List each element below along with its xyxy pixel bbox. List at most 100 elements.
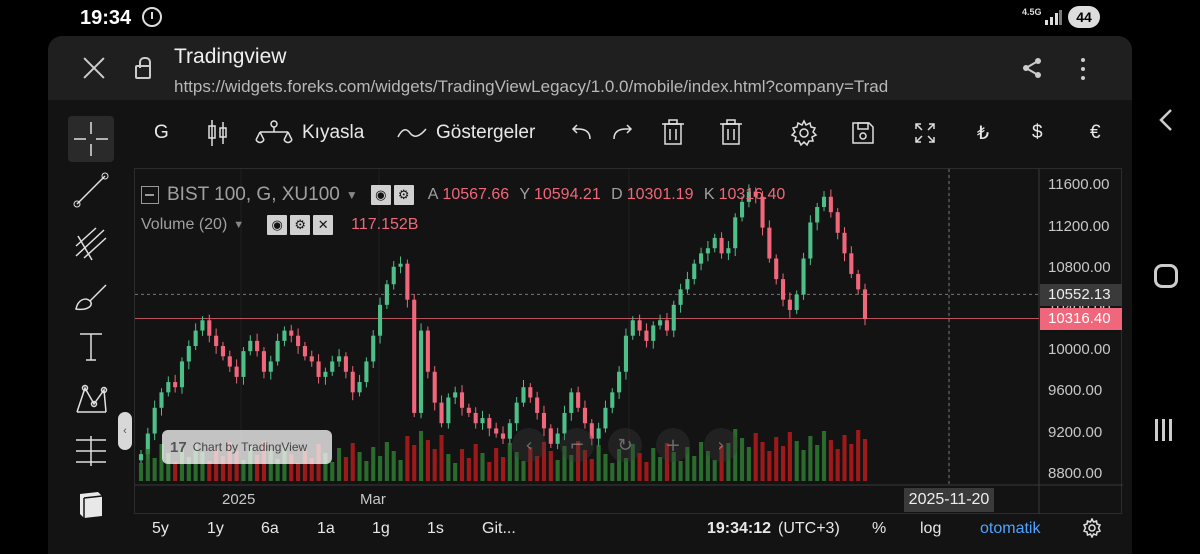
candle-body xyxy=(302,346,307,357)
pitchfork-tool-icon[interactable] xyxy=(68,220,114,266)
candle-body xyxy=(637,320,642,331)
volume-bar xyxy=(241,460,246,481)
candle-body xyxy=(173,382,178,388)
log-scale-button[interactable]: log xyxy=(920,520,942,537)
candle-body xyxy=(494,428,499,434)
gear-icon[interactable]: ⚙ xyxy=(290,215,311,235)
volume-bar xyxy=(630,444,635,481)
volume-bar xyxy=(391,451,396,481)
candle-body xyxy=(459,392,465,408)
fullscreen-button[interactable] xyxy=(914,100,936,166)
chart-nav-icon: + xyxy=(665,435,680,456)
range-1g[interactable]: 1g xyxy=(372,520,390,537)
candle-body xyxy=(261,351,266,372)
url-text[interactable]: https://widgets.foreks.com/widgets/Tradi… xyxy=(174,77,889,96)
close-icon[interactable]: ✕ xyxy=(313,215,334,235)
delete-indicators-button[interactable] xyxy=(718,100,744,166)
candle-body xyxy=(193,330,198,347)
range-6a[interactable]: 6a xyxy=(261,520,279,537)
eye-icon[interactable]: ◉ xyxy=(267,215,288,235)
volume-bar xyxy=(432,449,437,481)
collapse-legend-icon[interactable] xyxy=(141,186,159,204)
compare-label: Kıyasla xyxy=(302,122,365,143)
volume-bar xyxy=(439,435,444,481)
compare-button[interactable]: Kıyasla xyxy=(254,100,364,166)
candle-body xyxy=(466,407,471,413)
settings-button[interactable] xyxy=(790,100,818,166)
text-tool-icon[interactable] xyxy=(68,324,114,370)
candle-body xyxy=(569,392,574,413)
open-value: 10567.66 xyxy=(442,186,510,203)
volume-name[interactable]: Volume (20) xyxy=(141,216,228,233)
range-1s[interactable]: 1s xyxy=(427,520,444,537)
nav-home-icon[interactable] xyxy=(1154,264,1178,288)
chart-nav-button[interactable] xyxy=(512,428,546,462)
chevron-down-icon[interactable]: ▼ xyxy=(345,188,358,202)
delete-drawings-button[interactable] xyxy=(660,100,686,166)
clock-time[interactable]: 19:34:12 xyxy=(707,520,772,537)
battery-indicator: 44 xyxy=(1068,6,1100,28)
more-options-icon[interactable] xyxy=(1078,56,1088,82)
status-time: 19:34 xyxy=(80,7,132,29)
chart-nav-icon: ‹ xyxy=(525,435,532,456)
chevron-down-icon[interactable]: ▼ xyxy=(233,219,245,231)
candle-body xyxy=(541,412,547,429)
candle-body xyxy=(699,253,704,264)
close-icon[interactable] xyxy=(82,56,106,80)
timezone[interactable]: (UTC+3) xyxy=(778,520,840,537)
volume-bar xyxy=(569,455,574,481)
nav-back-icon[interactable] xyxy=(1155,108,1179,132)
pattern-tool-icon[interactable] xyxy=(68,376,114,422)
nav-recent-apps-icon[interactable] xyxy=(1155,419,1179,443)
candle-body xyxy=(446,397,451,424)
chart-nav-button[interactable] xyxy=(656,428,690,462)
volume-bar xyxy=(200,452,205,481)
candle-body xyxy=(234,366,239,377)
crosshair-tool-icon[interactable] xyxy=(68,116,114,162)
range-1a[interactable]: 1a xyxy=(317,520,335,537)
auto-scale-button[interactable]: otomatik xyxy=(980,520,1041,537)
currency-usd-button[interactable]: $ xyxy=(1032,100,1043,166)
redo-button[interactable] xyxy=(610,100,634,166)
candle-body xyxy=(644,330,649,341)
trend-line-tool-icon[interactable] xyxy=(68,167,114,213)
expand-toolbar-handle[interactable]: ‹ xyxy=(118,412,132,450)
goto-date-button[interactable]: Git... xyxy=(482,520,516,537)
range-1y[interactable]: 1y xyxy=(207,520,224,537)
gear-icon[interactable] xyxy=(1082,518,1102,538)
eye-icon[interactable]: ◉ xyxy=(370,185,391,205)
candle-body xyxy=(651,325,656,341)
chart-nav-button[interactable] xyxy=(608,428,642,462)
range-5y[interactable]: 5y xyxy=(152,520,169,537)
share-icon[interactable] xyxy=(1020,56,1044,80)
gear-icon[interactable]: ⚙ xyxy=(393,185,414,205)
candlestick-chart[interactable]: ‹ ⌐ ↻ + › xyxy=(135,169,1123,515)
candle-style-button[interactable] xyxy=(206,100,230,166)
symbol-name[interactable]: BIST 100, G, XU100 xyxy=(167,184,340,205)
save-button[interactable] xyxy=(850,100,876,166)
volume-bar xyxy=(275,459,280,481)
candle-body xyxy=(207,320,212,336)
brush-tool-icon[interactable] xyxy=(68,273,114,319)
status-bar: 19:34 4.5G 44 xyxy=(0,0,1200,36)
currency-try-label: ₺ xyxy=(977,122,990,144)
currency-eur-button[interactable]: € xyxy=(1090,100,1101,166)
book-icon[interactable] xyxy=(68,482,114,528)
volume-bar xyxy=(658,457,663,481)
measure-tool-icon[interactable] xyxy=(68,428,114,474)
volume-bar xyxy=(418,431,424,481)
lock-icon[interactable] xyxy=(135,57,151,79)
currency-try-button[interactable]: ₺ xyxy=(977,100,989,166)
tradingview-watermark[interactable]: 17 Chart by TradingView xyxy=(162,430,332,464)
volume-bar xyxy=(692,456,697,481)
candle-body xyxy=(371,335,376,362)
candle-body xyxy=(774,258,779,280)
volume-bar xyxy=(398,460,403,481)
candle-body xyxy=(862,289,868,319)
interval-button[interactable]: G xyxy=(154,100,169,166)
chart-nav-button[interactable] xyxy=(704,428,738,462)
chart-nav-button[interactable] xyxy=(560,428,594,462)
percent-scale-button[interactable]: % xyxy=(872,520,887,537)
indicators-button[interactable]: Göstergeler xyxy=(396,100,535,166)
undo-button[interactable] xyxy=(570,100,594,166)
